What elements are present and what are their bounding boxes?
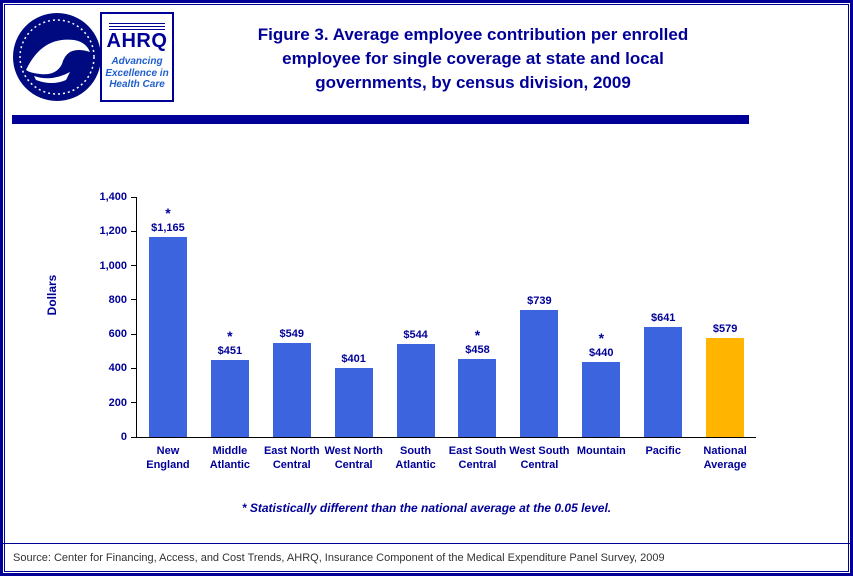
bar-column: $451 * Middle Atlantic [199,198,261,471]
bar-west-south-central [520,310,559,437]
y-tick-label: 800 [108,293,127,306]
y-tick-label: 1,200 [99,225,127,238]
y-tick-label: 0 [120,431,127,443]
ahrq-tagline-line: Excellence in [105,67,169,79]
category-label: Middle Atlantic [209,445,251,471]
category-label: East South Central [448,445,507,471]
bar-column: $544 South Atlantic [385,198,447,471]
hhs-seal-icon [13,13,101,101]
bar-chart-plot-area: 0 200 400 600 800 1,000 1,200 1,400 $1,165 * New E… [99,191,756,471]
y-tick [131,196,137,198]
bar-east-south-central [458,358,497,437]
bar-national-average [706,337,745,437]
y-tick [131,265,137,267]
figure-title-line: governments, by census division, 2009 [315,72,631,92]
source-note: Source: Center for Financing, Access, an… [13,552,665,564]
bar-value-label: $1,165 [151,222,185,235]
hhs-logo [12,12,102,102]
category-label: West North Central [324,445,383,471]
bar-value-label: $458 [465,343,490,356]
bottom-rule [3,543,850,544]
y-tick [131,230,137,232]
ahrq-logo-text: AHRQ [106,30,168,53]
bar-middle-atlantic [210,359,249,437]
bar-new-england [148,237,187,437]
figure-title: Figure 3. Average employee contribution … [193,23,753,94]
bar-column: $549 East North Central [261,198,323,471]
bar-west-north-central [334,368,373,437]
y-tick-label: 600 [108,328,127,341]
significance-asterisk: * [474,326,481,343]
category-label: Mountain [576,445,626,457]
bar-column: $440 * Mountain [570,198,632,457]
ahrq-logo-stripes [109,23,165,31]
bar-value-label: $440 [589,346,614,359]
y-tick [131,402,137,404]
figure-title-line: Figure 3. Average employee contribution … [257,25,689,44]
bar-column: $579 National Average [694,198,756,471]
ahrq-tagline-line: Health Care [109,79,165,91]
bar-column: $739 West South Central [508,198,570,470]
bar-south-atlantic [396,343,435,437]
footnote: * Statistically different than the natio… [241,501,612,515]
significance-asterisk: * [598,329,605,346]
ahrq-tagline: Advancing Excellence in Health Care [105,56,168,91]
bar-pacific [644,327,683,437]
y-tick-label: 1,400 [99,191,127,203]
category-label: National Average [703,445,747,471]
bar-value-label: $579 [712,322,738,335]
significance-asterisk: * [165,205,171,222]
bar-column: $1,165 * New England [137,198,199,470]
category-label: New England [146,445,190,471]
bar-value-label: $739 [527,295,552,308]
bar-value-label: $451 [217,344,243,357]
y-tick [131,333,137,335]
bar-column: $641 Pacific [632,198,694,457]
header-rule [12,115,749,124]
y-tick [131,367,137,369]
bar-value-label: $401 [341,353,366,366]
figure-title-line: employee for single coverage at state an… [282,48,664,68]
category-label: Pacific [645,445,681,457]
category-label: South Atlantic [395,445,436,471]
ahrq-logo: AHRQ Advancing Excellence in Health Care [100,12,174,102]
bar-column: $401 West North Central [323,198,385,470]
y-tick [131,299,137,301]
y-axis-title: Dollars [45,274,59,316]
category-label: West South Central [509,445,570,471]
header-logos: AHRQ Advancing Excellence in Health Care [12,12,174,102]
bar-east-north-central [272,342,311,437]
y-tick-label: 400 [108,362,127,375]
ahrq-tagline-line: Advancing [111,56,163,68]
bar-mountain [582,361,621,437]
y-tick-label: 1,000 [99,259,127,272]
y-tick [131,436,137,438]
y-tick-label: 200 [108,396,127,409]
category-label: East North Central [263,445,320,471]
bar-value-label: $549 [279,327,304,340]
bar-value-label: $641 [650,312,676,325]
bar-column: $458 * East South Central [447,198,509,471]
significance-asterisk: * [227,327,233,344]
bar-value-label: $544 [403,328,428,341]
